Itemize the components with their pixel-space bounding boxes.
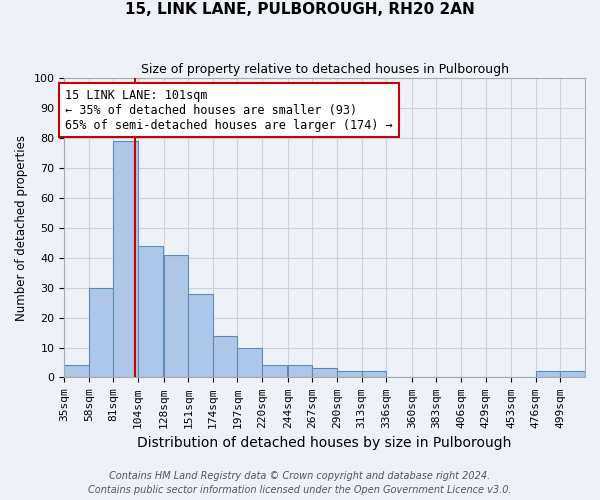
Bar — [113, 141, 138, 378]
Title: Size of property relative to detached houses in Pulborough: Size of property relative to detached ho… — [140, 62, 509, 76]
Bar — [536, 372, 560, 378]
Bar — [560, 372, 585, 378]
Bar — [362, 372, 386, 378]
Bar — [337, 372, 362, 378]
Bar — [64, 366, 89, 378]
Text: 15, LINK LANE, PULBOROUGH, RH20 2AN: 15, LINK LANE, PULBOROUGH, RH20 2AN — [125, 2, 475, 18]
Y-axis label: Number of detached properties: Number of detached properties — [15, 134, 28, 321]
Bar — [238, 348, 262, 378]
Bar — [164, 254, 188, 378]
X-axis label: Distribution of detached houses by size in Pulborough: Distribution of detached houses by size … — [137, 436, 512, 450]
Text: 15 LINK LANE: 101sqm
← 35% of detached houses are smaller (93)
65% of semi-detac: 15 LINK LANE: 101sqm ← 35% of detached h… — [65, 88, 393, 132]
Bar — [89, 288, 113, 378]
Bar — [313, 368, 337, 378]
Bar — [288, 366, 313, 378]
Bar — [262, 366, 287, 378]
Bar — [213, 336, 238, 378]
Bar — [188, 294, 213, 378]
Bar — [138, 246, 163, 378]
Text: Contains HM Land Registry data © Crown copyright and database right 2024.
Contai: Contains HM Land Registry data © Crown c… — [88, 471, 512, 495]
